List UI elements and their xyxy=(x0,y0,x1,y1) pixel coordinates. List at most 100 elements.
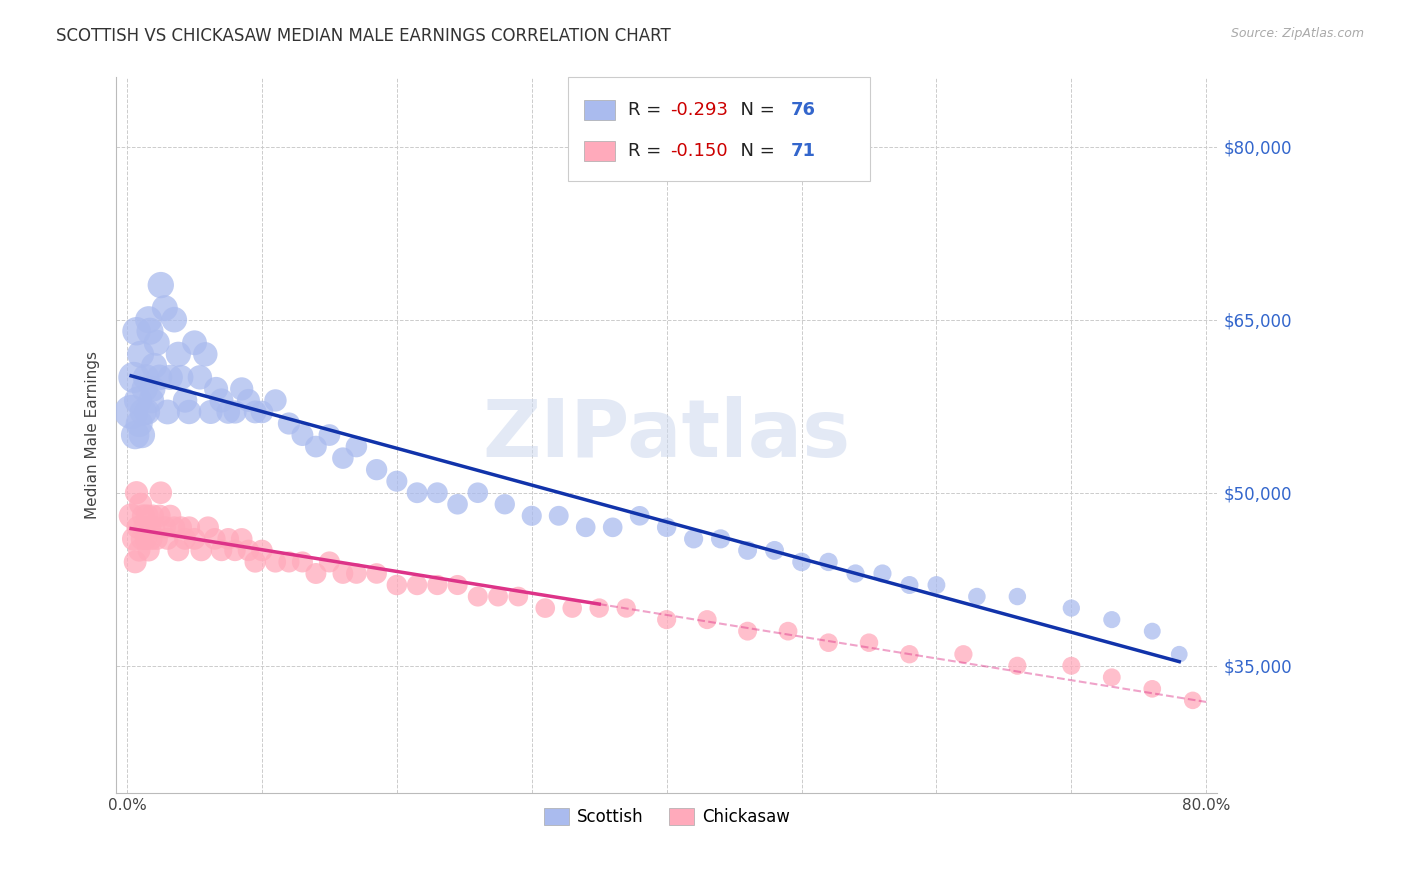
Point xyxy=(1007,590,1029,604)
Point xyxy=(224,543,246,558)
Point xyxy=(120,405,142,419)
Point xyxy=(446,578,468,592)
Point xyxy=(120,508,142,523)
Text: -0.293: -0.293 xyxy=(669,101,728,119)
Point xyxy=(127,393,149,408)
Point xyxy=(125,485,148,500)
Point xyxy=(305,566,328,581)
Point xyxy=(211,543,233,558)
Point xyxy=(134,382,156,396)
Point xyxy=(167,347,190,361)
Point xyxy=(163,520,186,534)
Point xyxy=(520,508,543,523)
Text: Source: ZipAtlas.com: Source: ZipAtlas.com xyxy=(1230,27,1364,40)
Point xyxy=(588,601,610,615)
Point xyxy=(204,532,226,546)
Point xyxy=(194,347,217,361)
Text: 76: 76 xyxy=(792,101,815,119)
Point xyxy=(183,335,205,350)
Point xyxy=(385,474,408,488)
Point xyxy=(174,532,197,546)
Point xyxy=(179,520,201,534)
Point xyxy=(575,520,598,534)
Text: R =: R = xyxy=(628,101,666,119)
Point xyxy=(1142,624,1164,639)
Point xyxy=(143,520,166,534)
Point xyxy=(183,532,205,546)
Point xyxy=(211,393,233,408)
Point xyxy=(1007,658,1029,673)
Point xyxy=(148,370,170,384)
Point xyxy=(174,393,197,408)
Point xyxy=(156,405,179,419)
Point xyxy=(188,370,211,384)
Point xyxy=(127,520,149,534)
Point xyxy=(135,370,157,384)
Point xyxy=(628,508,651,523)
Point xyxy=(737,543,759,558)
Point xyxy=(139,324,162,338)
Point xyxy=(898,578,921,592)
Point xyxy=(122,370,145,384)
Point xyxy=(159,508,181,523)
Point xyxy=(682,532,704,546)
Point xyxy=(763,543,786,558)
Point xyxy=(318,428,340,442)
FancyBboxPatch shape xyxy=(583,100,614,120)
FancyBboxPatch shape xyxy=(568,78,870,181)
Point xyxy=(534,601,557,615)
Point xyxy=(124,428,146,442)
Point xyxy=(872,566,894,581)
Point xyxy=(179,405,201,419)
Point xyxy=(145,532,167,546)
Point xyxy=(124,555,146,569)
Point xyxy=(149,278,172,293)
Point xyxy=(231,532,253,546)
Point xyxy=(426,578,449,592)
Point xyxy=(217,405,239,419)
Point xyxy=(132,405,155,419)
Point xyxy=(132,508,155,523)
Point xyxy=(143,359,166,373)
Point xyxy=(131,428,153,442)
Point xyxy=(817,636,839,650)
Point xyxy=(561,601,583,615)
Point xyxy=(128,417,150,431)
Point xyxy=(142,382,165,396)
Point xyxy=(1060,601,1083,615)
Point xyxy=(406,485,429,500)
Point xyxy=(332,566,354,581)
Point xyxy=(291,555,314,569)
Point xyxy=(142,508,165,523)
Point xyxy=(790,555,813,569)
Point xyxy=(467,485,489,500)
Point xyxy=(446,497,468,511)
Point xyxy=(238,393,260,408)
Point xyxy=(710,532,733,546)
Text: R =: R = xyxy=(628,142,666,160)
Point xyxy=(305,440,328,454)
Point xyxy=(153,520,176,534)
Point xyxy=(170,520,193,534)
Point xyxy=(332,451,354,466)
Point xyxy=(366,566,388,581)
Text: ZIPatlas: ZIPatlas xyxy=(482,396,851,474)
Point xyxy=(547,508,569,523)
Point xyxy=(817,555,839,569)
Point xyxy=(156,532,179,546)
Point xyxy=(129,347,152,361)
Point xyxy=(737,624,759,639)
Point xyxy=(291,428,314,442)
Point xyxy=(1060,658,1083,673)
Point xyxy=(136,405,159,419)
FancyBboxPatch shape xyxy=(583,141,614,161)
Point xyxy=(614,601,637,615)
Point xyxy=(264,555,287,569)
Legend: Scottish, Chickasaw: Scottish, Chickasaw xyxy=(536,799,799,834)
Point xyxy=(508,590,530,604)
Point xyxy=(205,382,228,396)
Point xyxy=(494,497,516,511)
Point xyxy=(966,590,988,604)
Point xyxy=(655,520,678,534)
Text: SCOTTISH VS CHICKASAW MEDIAN MALE EARNINGS CORRELATION CHART: SCOTTISH VS CHICKASAW MEDIAN MALE EARNIN… xyxy=(56,27,671,45)
